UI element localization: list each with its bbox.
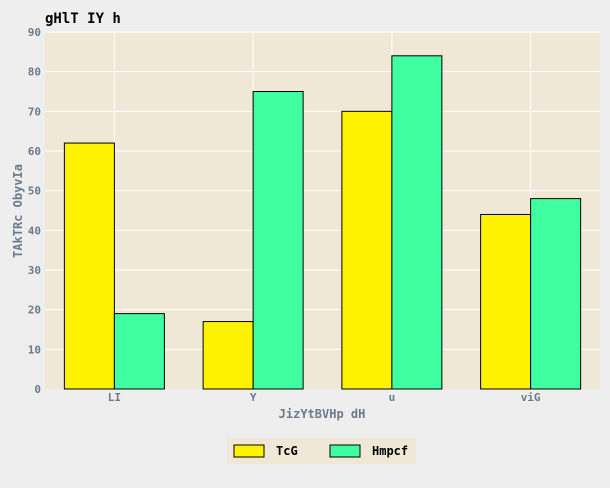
bar-Hmpcf-viG <box>530 198 582 390</box>
x-axis-title: JizYtBVHp dH <box>279 407 366 421</box>
legend-swatch-Hmpcf <box>329 444 361 458</box>
legend-label-Hmpcf: Hmpcf <box>372 444 408 458</box>
y-tick-label: 50 <box>28 185 41 198</box>
bar-TcG-viG <box>480 213 532 390</box>
bar-Hmpcf-Y <box>252 91 304 390</box>
bars <box>63 55 582 390</box>
y-tick-label: 20 <box>28 304 41 317</box>
y-tick-label: 30 <box>28 264 41 277</box>
y-axis-ticks: 0 10 20 30 40 50 60 70 80 90 <box>28 26 41 396</box>
bar-Hmpcf-LI <box>113 313 165 390</box>
y-axis-title: TAkTRc ObyvIa <box>11 164 25 258</box>
x-tick-label: LI <box>108 391 121 404</box>
x-tick-label: viG <box>521 391 541 404</box>
bar-TcG-LI <box>63 142 115 390</box>
bar-Hmpcf-u <box>391 55 443 390</box>
y-tick-label: 0 <box>34 383 41 396</box>
legend-label-TcG: TcG <box>276 444 298 458</box>
y-tick-label: 60 <box>28 145 41 158</box>
legend: TcG Hmpcf <box>227 438 416 464</box>
y-tick-label: 10 <box>28 343 41 356</box>
chart-title: gHlT IY h <box>45 11 121 27</box>
bar-TcG-Y <box>202 321 254 390</box>
legend-swatch-TcG <box>233 444 265 458</box>
y-tick-label: 80 <box>28 66 41 79</box>
x-tick-label: u <box>389 391 396 404</box>
y-tick-label: 70 <box>28 105 41 118</box>
y-tick-label: 40 <box>28 224 41 237</box>
x-tick-label: Y <box>250 391 257 404</box>
bar-TcG-u <box>341 110 393 390</box>
y-tick-label: 90 <box>28 26 41 39</box>
